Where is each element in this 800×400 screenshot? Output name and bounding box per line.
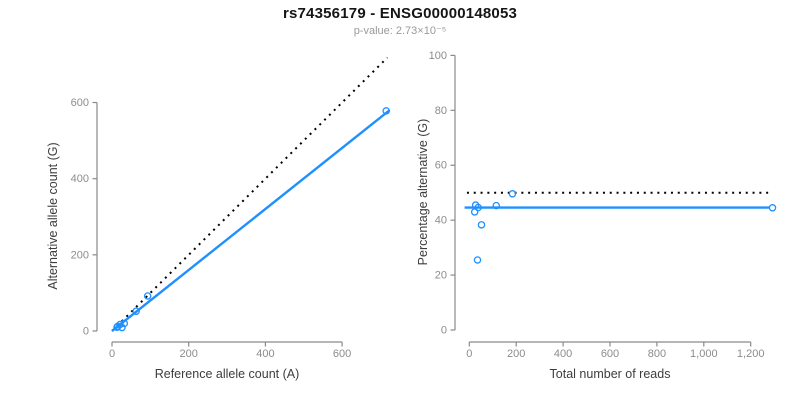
x-tick-label: 600 bbox=[333, 348, 351, 360]
x-tick-label: 0 bbox=[466, 348, 472, 360]
y-tick-label: 20 bbox=[435, 270, 447, 282]
data-point bbox=[768, 204, 777, 212]
y-tick-label: 200 bbox=[71, 249, 89, 261]
y-tick-label: 100 bbox=[429, 50, 447, 62]
x-tick-label: 800 bbox=[648, 348, 666, 360]
data-point bbox=[382, 107, 390, 115]
data-point bbox=[473, 256, 482, 264]
y-tick-label: 80 bbox=[435, 105, 447, 117]
figure-subtitle: p-value: 2.73×10⁻⁵ bbox=[353, 25, 447, 37]
x-tick-label: 400 bbox=[554, 348, 572, 360]
x-tick-label: 0 bbox=[109, 348, 115, 360]
y-tick-label: 0 bbox=[441, 325, 447, 337]
y-axis-title: Alternative allele count (G) bbox=[46, 142, 60, 289]
fit-line bbox=[111, 109, 391, 332]
data-point bbox=[474, 203, 482, 212]
x-tick-label: 600 bbox=[601, 348, 619, 360]
y-axis-title: Percentage alternative (G) bbox=[416, 119, 430, 266]
data-point bbox=[132, 307, 140, 315]
x-axis-title: Total number of reads bbox=[550, 367, 671, 381]
y-tick-label: 400 bbox=[71, 173, 89, 185]
x-tick-label: 1,000 bbox=[690, 348, 718, 360]
figure-title: rs74356179 - ENSG00000148053 bbox=[282, 5, 518, 22]
data-point bbox=[143, 292, 152, 300]
y-tick-label: 0 bbox=[83, 326, 89, 338]
x-tick-label: 200 bbox=[507, 348, 525, 360]
data-point bbox=[508, 190, 517, 198]
y-tick-label: 60 bbox=[435, 160, 447, 172]
x-tick-label: 1,200 bbox=[737, 348, 765, 360]
data-point bbox=[477, 221, 486, 229]
reference-dotted-line bbox=[111, 56, 389, 332]
x-tick-label: 200 bbox=[180, 348, 198, 360]
y-tick-label: 40 bbox=[435, 215, 447, 227]
data-point bbox=[492, 201, 501, 210]
x-axis-title: Reference allele count (A) bbox=[155, 367, 300, 381]
x-tick-label: 400 bbox=[256, 348, 274, 360]
y-tick-label: 600 bbox=[71, 97, 89, 109]
data-point bbox=[120, 319, 129, 328]
